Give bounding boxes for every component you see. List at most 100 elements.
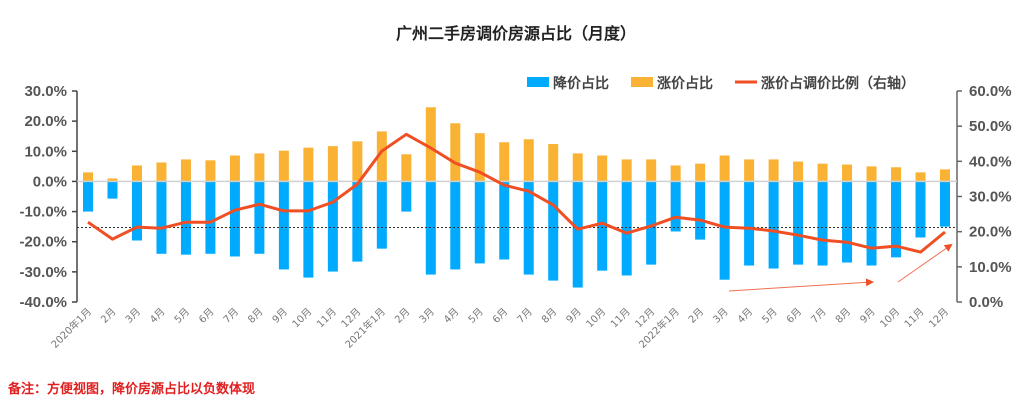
- chart-title: 广州二手房调价房源占比（月度）: [396, 24, 636, 43]
- legend-label-up: 涨价占比: [657, 75, 713, 92]
- bar-down: [474, 181, 485, 264]
- bar-up: [793, 161, 804, 182]
- bar-down: [205, 181, 216, 254]
- left-tick-label: 0.0%: [33, 173, 67, 190]
- x-tick-label: 6月: [784, 306, 804, 326]
- x-tick-label: 7月: [221, 306, 241, 326]
- bar-down: [621, 181, 632, 276]
- right-tick-label: 30.0%: [969, 189, 1012, 206]
- bar-up: [131, 165, 142, 182]
- bar-down: [597, 181, 608, 271]
- x-tick-label: 10月: [878, 306, 903, 331]
- x-tick-label: 11月: [608, 306, 633, 331]
- bar-down: [450, 181, 461, 270]
- x-tick-label: 4月: [441, 306, 461, 326]
- x-tick-label: 6月: [196, 306, 216, 326]
- x-tick-label: 4月: [735, 306, 755, 326]
- bar-up: [303, 147, 314, 182]
- x-tick-label: 9月: [858, 306, 878, 326]
- bar-up: [817, 163, 828, 182]
- bar-up: [376, 131, 387, 182]
- bar-down: [768, 181, 779, 269]
- bar-up: [278, 150, 289, 182]
- bar-down: [352, 181, 363, 262]
- bar-up: [425, 107, 436, 182]
- bar-down: [229, 181, 240, 257]
- bar-down: [180, 181, 191, 255]
- bar-up: [352, 141, 363, 182]
- bar-down: [131, 181, 142, 241]
- x-tick-label: 12月: [927, 306, 952, 331]
- bar-up: [180, 159, 191, 182]
- bar-up: [474, 133, 485, 182]
- bar-down: [254, 181, 265, 254]
- bar-down: [719, 181, 730, 280]
- bar-up: [768, 159, 779, 182]
- bar-up: [499, 142, 510, 182]
- x-tick-label: 5月: [760, 306, 780, 326]
- bar-up: [572, 153, 583, 182]
- x-tick-label: 8月: [833, 306, 853, 326]
- bar-down: [376, 181, 387, 249]
- bar-down: [915, 181, 926, 238]
- x-tick-label: 11月: [314, 306, 339, 331]
- x-tick-label: 5月: [466, 306, 486, 326]
- annotation-arrow: [897, 243, 953, 283]
- bar-up: [156, 162, 167, 182]
- bar-up: [229, 155, 240, 182]
- right-tick-label: 60.0%: [969, 83, 1012, 100]
- bar-down: [817, 181, 828, 266]
- x-tick-label: 8月: [539, 306, 559, 326]
- bar-down: [940, 181, 950, 227]
- bar-up: [327, 146, 338, 182]
- left-tick-label: -40.0%: [19, 294, 67, 311]
- bar-up: [107, 178, 118, 182]
- bar-down: [401, 181, 412, 212]
- bar-down: [327, 181, 338, 272]
- bar-up: [450, 123, 461, 182]
- left-tick-label: 20.0%: [24, 113, 67, 130]
- bar-down: [646, 181, 657, 265]
- bar-up: [646, 159, 657, 182]
- x-tick-label: 6月: [490, 306, 510, 326]
- x-tick-label: 3月: [417, 306, 437, 326]
- left-tick-label: 10.0%: [24, 143, 67, 160]
- bar-up: [597, 155, 608, 182]
- bar-up: [915, 172, 926, 182]
- bar-up: [523, 139, 534, 182]
- bar-down: [499, 181, 510, 260]
- bar-down: [278, 181, 289, 270]
- bar-up: [401, 154, 412, 182]
- bar-up: [866, 166, 877, 182]
- bar-down: [842, 181, 853, 263]
- bar-down: [156, 181, 167, 254]
- x-tick-label: 2月: [392, 306, 412, 326]
- left-tick-label: -20.0%: [19, 234, 67, 251]
- ratio-line: [87, 132, 946, 254]
- bar-down: [303, 181, 314, 278]
- right-tick-label: 10.0%: [969, 259, 1012, 276]
- legend-swatch-down: [527, 77, 549, 87]
- x-tick-label: 10月: [584, 306, 609, 331]
- x-tick-label: 3月: [711, 306, 731, 326]
- left-tick-label: -10.0%: [19, 204, 67, 221]
- x-tick-label: 4月: [148, 306, 168, 326]
- x-tick-label: 8月: [245, 306, 265, 326]
- bar-down: [744, 181, 755, 266]
- bar-up: [842, 164, 853, 182]
- bar-up: [670, 165, 681, 182]
- bar-down: [548, 181, 559, 281]
- x-tick-label: 7月: [809, 306, 829, 326]
- x-tick-label: 2月: [99, 306, 119, 326]
- x-tick-label: 10月: [290, 306, 315, 331]
- legend: 降价占比 涨价占比 涨价占调价比例（右轴）: [527, 75, 915, 92]
- bar-up: [254, 153, 265, 182]
- x-tick-label: 3月: [123, 306, 143, 326]
- bar-up: [719, 155, 730, 182]
- legend-label-ratio: 涨价占调价比例（右轴）: [761, 75, 915, 92]
- x-tick-label: 5月: [172, 306, 192, 326]
- footnote: 备注：方便视图，降价房源占比以负数体现: [7, 381, 255, 397]
- bar-up: [695, 163, 706, 182]
- left-tick-label: 30.0%: [24, 83, 67, 100]
